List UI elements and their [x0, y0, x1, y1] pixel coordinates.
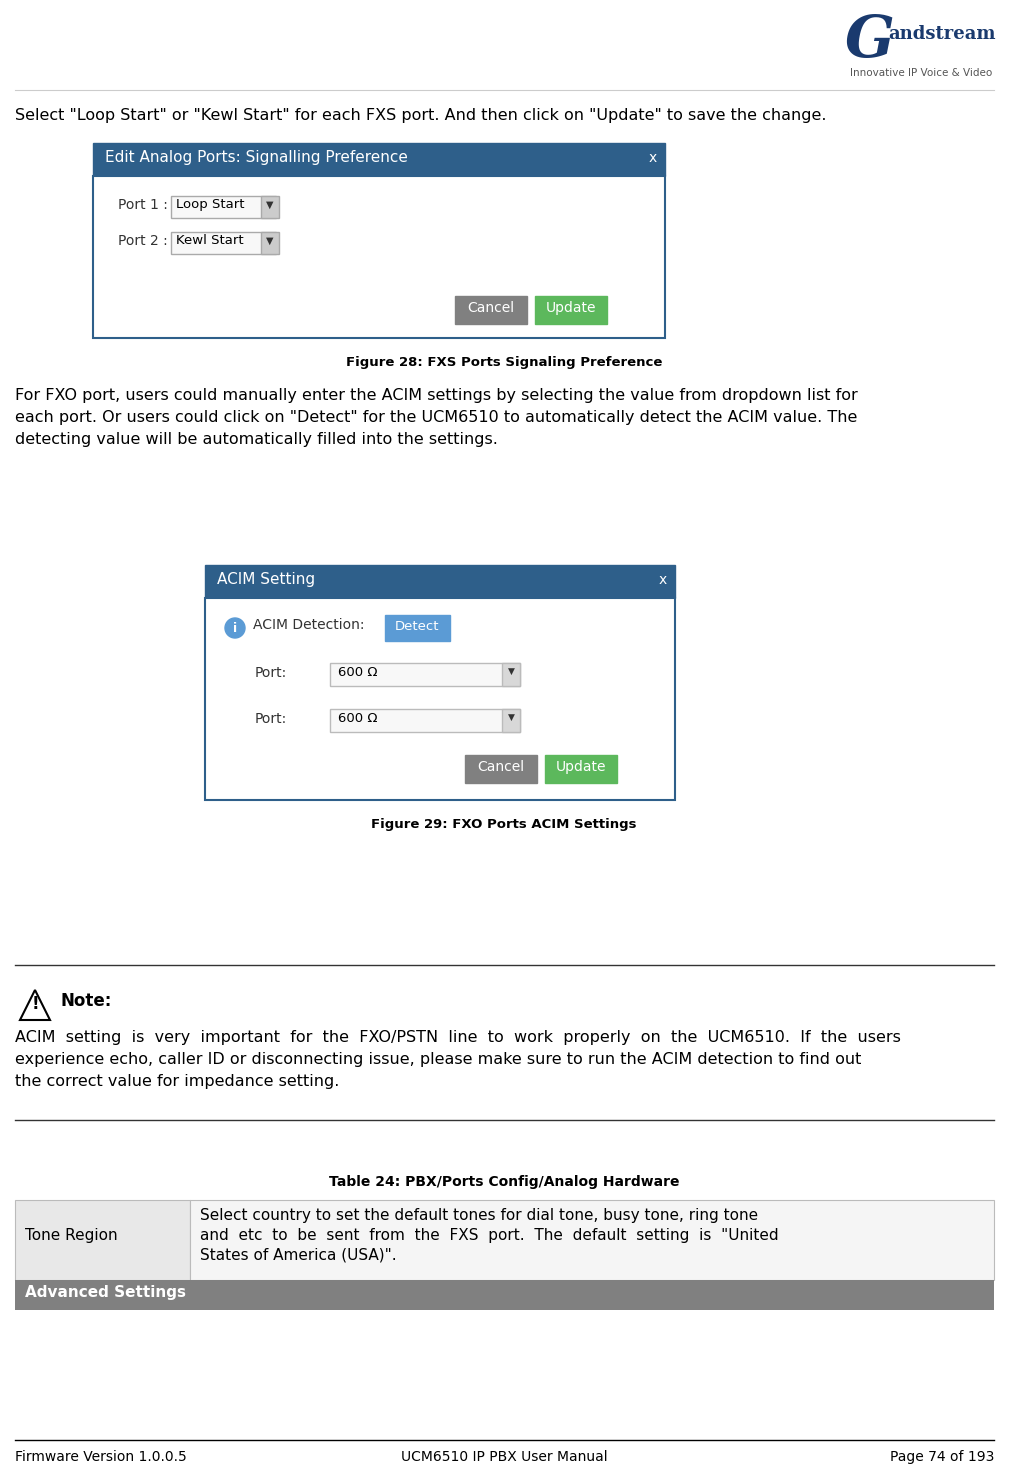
Text: Page 74 of 193: Page 74 of 193	[890, 1449, 994, 1464]
Text: Port:: Port:	[255, 711, 288, 726]
Bar	[15, 1200, 190, 1280]
Text: experience echo, caller ID or disconnecting issue, please make sure to run the A: experience echo, caller ID or disconnect…	[15, 1053, 862, 1067]
Bar	[455, 295, 527, 323]
Text: detecting value will be automatically filled into the settings.: detecting value will be automatically fi…	[15, 432, 497, 447]
Text: Kewl Start: Kewl Start	[176, 234, 243, 247]
Text: Loop Start: Loop Start	[176, 198, 244, 212]
Text: ACIM Detection:: ACIM Detection:	[253, 617, 364, 632]
Text: Cancel: Cancel	[467, 301, 515, 315]
Circle shape	[225, 617, 245, 638]
Text: Table 24: PBX/Ports Config/Analog Hardware: Table 24: PBX/Ports Config/Analog Hardwa…	[329, 1175, 679, 1189]
Text: x: x	[659, 573, 667, 587]
Text: Select "Loop Start" or "Kewl Start" for each FXS port. And then click on "Update: Select "Loop Start" or "Kewl Start" for …	[15, 107, 826, 123]
Text: ▼: ▼	[266, 237, 273, 245]
Bar	[205, 598, 675, 800]
Text: States of America (USA)".: States of America (USA)".	[200, 1248, 397, 1263]
Text: each port. Or users could click on "Detect" for the UCM6510 to automatically det: each port. Or users could click on "Dete…	[15, 410, 858, 425]
Text: and  etc  to  be  sent  from  the  FXS  port.  The  default  setting  is  "Unite: and etc to be sent from the FXS port. Th…	[200, 1227, 779, 1244]
Bar	[385, 614, 450, 641]
Polygon shape	[20, 989, 50, 1020]
Text: ACIM Setting: ACIM Setting	[217, 572, 315, 587]
Text: Tone Region: Tone Region	[25, 1227, 118, 1244]
Bar	[502, 663, 520, 686]
Text: andstream: andstream	[888, 25, 996, 43]
Text: ▼: ▼	[266, 200, 273, 210]
Text: Advanced Settings: Advanced Settings	[25, 1285, 186, 1299]
Text: 600 Ω: 600 Ω	[338, 711, 377, 725]
Text: Port:: Port:	[255, 666, 288, 681]
Bar	[93, 143, 665, 176]
Text: ACIM  setting  is  very  important  for  the  FXO/PSTN  line  to  work  properly: ACIM setting is very important for the F…	[15, 1030, 901, 1045]
Text: Detect: Detect	[395, 620, 439, 634]
Text: ▼: ▼	[508, 667, 515, 676]
Text: Port 2 :: Port 2 :	[118, 234, 167, 248]
Text: ▼: ▼	[508, 713, 515, 722]
Bar	[171, 232, 276, 254]
Text: Update: Update	[546, 301, 596, 315]
Text: x: x	[649, 151, 657, 165]
Bar	[190, 1200, 994, 1280]
Text: Figure 28: FXS Ports Signaling Preference: Figure 28: FXS Ports Signaling Preferenc…	[346, 356, 662, 369]
Bar	[502, 709, 520, 732]
Bar	[535, 295, 607, 323]
Text: For FXO port, users could manually enter the ACIM settings by selecting the valu: For FXO port, users could manually enter…	[15, 388, 858, 403]
Bar	[465, 756, 537, 784]
Text: Figure 29: FXO Ports ACIM Settings: Figure 29: FXO Ports ACIM Settings	[371, 817, 637, 831]
Text: Select country to set the default tones for dial tone, busy tone, ring tone: Select country to set the default tones …	[200, 1208, 758, 1223]
Bar	[330, 709, 520, 732]
Text: Firmware Version 1.0.0.5: Firmware Version 1.0.0.5	[15, 1449, 187, 1464]
Text: i: i	[233, 622, 237, 635]
Text: 600 Ω: 600 Ω	[338, 666, 377, 679]
Text: !: !	[31, 995, 38, 1013]
Bar	[545, 756, 616, 784]
Bar	[330, 663, 520, 686]
Bar	[93, 176, 665, 338]
Text: Port 1 :: Port 1 :	[118, 198, 167, 212]
Text: Cancel: Cancel	[477, 760, 525, 775]
Bar	[15, 1280, 994, 1310]
Bar	[261, 232, 279, 254]
Text: Note:: Note:	[60, 992, 111, 1010]
Bar	[261, 196, 279, 218]
Text: G: G	[845, 13, 895, 69]
Text: the correct value for impedance setting.: the correct value for impedance setting.	[15, 1075, 339, 1089]
Text: Innovative IP Voice & Video: Innovative IP Voice & Video	[850, 68, 992, 78]
Text: Edit Analog Ports: Signalling Preference: Edit Analog Ports: Signalling Preference	[105, 150, 408, 165]
Text: UCM6510 IP PBX User Manual: UCM6510 IP PBX User Manual	[401, 1449, 607, 1464]
Text: Update: Update	[556, 760, 606, 775]
Bar	[205, 564, 675, 598]
Bar	[171, 196, 276, 218]
